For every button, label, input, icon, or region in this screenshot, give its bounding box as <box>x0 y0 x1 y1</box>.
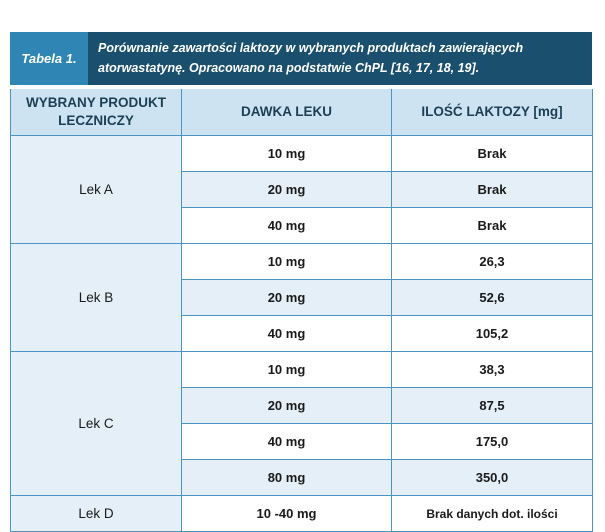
dose-cell: 20 mg <box>181 171 392 208</box>
table-row: Lek A 10 mg Brak <box>10 135 593 244</box>
column-header-dose: DAWKA LEKU <box>181 89 392 136</box>
caption-text: Porównanie zawartości laktozy w wybranyc… <box>98 41 524 75</box>
lactose-cell: Brak <box>391 135 593 172</box>
lactose-cell: 350,0 <box>391 459 593 496</box>
dose-cell: 10 -40 mg <box>181 495 392 532</box>
table-row: 20 mg Brak <box>11 171 593 208</box>
table-row: 40 mg 105,2 <box>11 315 593 352</box>
dose-cell: 10 mg <box>181 351 392 388</box>
caption-label: Tabela 1. <box>10 32 88 85</box>
table-figure: Tabela 1. Porównanie zawartości laktozy … <box>10 32 593 532</box>
column-header-product: WYBRANY PRODUKT LECZNICZY <box>10 89 182 136</box>
lactose-cell: Brak <box>391 171 593 208</box>
table-row: Lek B 10 mg 26,3 <box>10 243 593 352</box>
dose-cell: 10 mg <box>181 135 392 172</box>
dose-cell: 40 mg <box>181 423 392 460</box>
dose-cell: 40 mg <box>181 207 392 244</box>
table-row: 20 mg 52,6 <box>11 279 593 316</box>
dose-cell: 80 mg <box>181 459 392 496</box>
lactose-cell: Brak danych dot. ilości <box>391 495 593 532</box>
lactose-cell: 175,0 <box>391 423 593 460</box>
product-cell: Lek B <box>10 243 182 352</box>
lactose-cell: Brak <box>391 207 593 244</box>
table-row: Lek D 10 -40 mg Brak danych dot. ilości <box>10 495 593 532</box>
table-row: 40 mg 175,0 <box>11 423 593 460</box>
table-caption: Tabela 1. Porównanie zawartości laktozy … <box>10 32 592 85</box>
lactose-cell: 52,6 <box>391 279 593 316</box>
table-row: Lek C 10 mg 38,3 <box>10 351 593 496</box>
lactose-table: WYBRANY PRODUKT LECZNICZY DAWKA LEKU ILO… <box>10 89 593 532</box>
table-row: 80 mg 350,0 <box>11 459 593 496</box>
header-row: WYBRANY PRODUKT LECZNICZY DAWKA LEKU ILO… <box>10 89 593 136</box>
dose-cell: 20 mg <box>181 387 392 424</box>
product-cell: Lek A <box>10 135 182 244</box>
dose-cell: 10 mg <box>181 243 392 280</box>
dose-cell: 20 mg <box>181 279 392 316</box>
dose-cell: 40 mg <box>181 315 392 352</box>
lactose-cell: 105,2 <box>391 315 593 352</box>
product-cell: Lek C <box>10 351 182 496</box>
lactose-cell: 87,5 <box>391 387 593 424</box>
table-row: 20 mg 87,5 <box>11 387 593 424</box>
lactose-cell: 38,3 <box>391 351 593 388</box>
lactose-cell: 26,3 <box>391 243 593 280</box>
column-header-lactose: ILOŚĆ LAKTOZY [mg] <box>391 89 593 136</box>
product-cell: Lek D <box>10 495 182 532</box>
